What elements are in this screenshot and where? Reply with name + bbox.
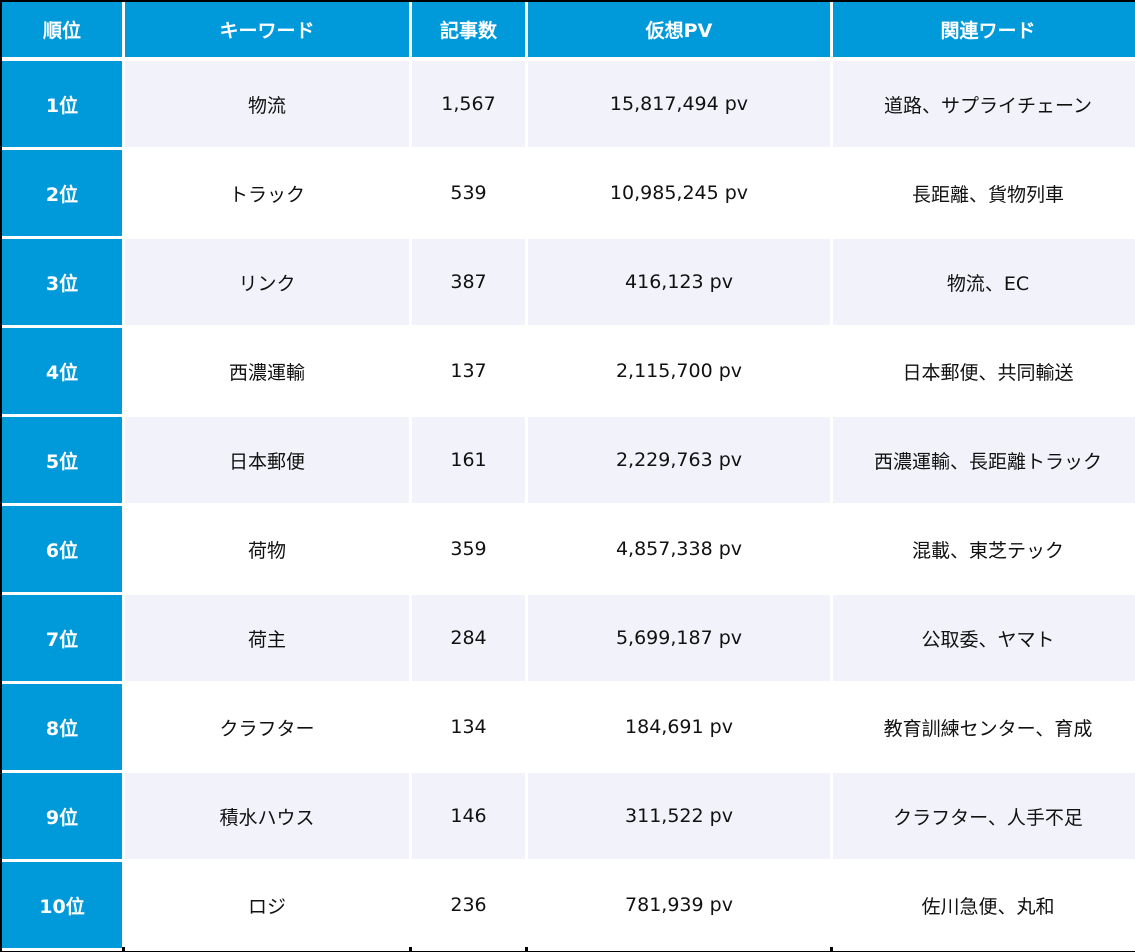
virtual-pv-cell: 15,817,494 pv <box>528 61 830 150</box>
keyword-cell: 荷物 <box>125 506 409 595</box>
article-count-cell: 236 <box>412 862 525 951</box>
article-count-cell: 146 <box>412 773 525 862</box>
virtual-pv-cell: 311,522 pv <box>528 773 830 862</box>
table-row: 9位 積水ハウス 146 311,522 pv クラフター、人手不足 <box>2 773 1135 862</box>
article-count-cell: 359 <box>412 506 525 595</box>
related-words-cell: 混載、東芝テック <box>833 506 1135 595</box>
virtual-pv-cell: 10,985,245 pv <box>528 150 830 239</box>
header-keyword: キーワード <box>125 2 409 61</box>
article-count-cell: 161 <box>412 417 525 506</box>
virtual-pv-cell: 2,229,763 pv <box>528 417 830 506</box>
related-words-cell: 西濃運輸、長距離トラック <box>833 417 1135 506</box>
table-row: 5位 日本郵便 161 2,229,763 pv 西濃運輸、長距離トラック <box>2 417 1135 506</box>
keyword-cell: ロジ <box>125 862 409 951</box>
keyword-cell: リンク <box>125 239 409 328</box>
rank-cell: 8位 <box>2 684 122 773</box>
related-words-cell: クラフター、人手不足 <box>833 773 1135 862</box>
related-words-cell: 道路、サプライチェーン <box>833 61 1135 150</box>
related-words-cell: 教育訓練センター、育成 <box>833 684 1135 773</box>
rank-cell: 10位 <box>2 862 122 951</box>
keyword-cell: 西濃運輸 <box>125 328 409 417</box>
rank-cell: 6位 <box>2 506 122 595</box>
article-count-cell: 539 <box>412 150 525 239</box>
table-row: 1位 物流 1,567 15,817,494 pv 道路、サプライチェーン <box>2 61 1135 150</box>
table-row: 6位 荷物 359 4,857,338 pv 混載、東芝テック <box>2 506 1135 595</box>
rank-cell: 4位 <box>2 328 122 417</box>
table-row: 3位 リンク 387 416,123 pv 物流、EC <box>2 239 1135 328</box>
header-related-words: 関連ワード <box>833 2 1135 61</box>
article-count-cell: 284 <box>412 595 525 684</box>
virtual-pv-cell: 5,699,187 pv <box>528 595 830 684</box>
rank-cell: 2位 <box>2 150 122 239</box>
keyword-cell: 物流 <box>125 61 409 150</box>
table-row: 10位 ロジ 236 781,939 pv 佐川急便、丸和 <box>2 862 1135 951</box>
virtual-pv-cell: 184,691 pv <box>528 684 830 773</box>
virtual-pv-cell: 416,123 pv <box>528 239 830 328</box>
article-count-cell: 137 <box>412 328 525 417</box>
table-row: 8位 クラフター 134 184,691 pv 教育訓練センター、育成 <box>2 684 1135 773</box>
rank-cell: 9位 <box>2 773 122 862</box>
rank-cell: 1位 <box>2 61 122 150</box>
article-count-cell: 1,567 <box>412 61 525 150</box>
virtual-pv-cell: 781,939 pv <box>528 862 830 951</box>
related-words-cell: 佐川急便、丸和 <box>833 862 1135 951</box>
virtual-pv-cell: 4,857,338 pv <box>528 506 830 595</box>
article-count-cell: 387 <box>412 239 525 328</box>
virtual-pv-cell: 2,115,700 pv <box>528 328 830 417</box>
table-row: 4位 西濃運輸 137 2,115,700 pv 日本郵便、共同輸送 <box>2 328 1135 417</box>
table-row: 2位 トラック 539 10,985,245 pv 長距離、貨物列車 <box>2 150 1135 239</box>
header-article-count: 記事数 <box>412 2 525 61</box>
rank-cell: 5位 <box>2 417 122 506</box>
related-words-cell: 物流、EC <box>833 239 1135 328</box>
table-row: 7位 荷主 284 5,699,187 pv 公取委、ヤマト <box>2 595 1135 684</box>
header-row: 順位 キーワード 記事数 仮想PV 関連ワード <box>2 2 1135 61</box>
related-words-cell: 長距離、貨物列車 <box>833 150 1135 239</box>
header-virtual-pv: 仮想PV <box>528 2 830 61</box>
keyword-cell: トラック <box>125 150 409 239</box>
keyword-cell: クラフター <box>125 684 409 773</box>
article-count-cell: 134 <box>412 684 525 773</box>
header-rank: 順位 <box>2 2 122 61</box>
keyword-cell: 荷主 <box>125 595 409 684</box>
related-words-cell: 公取委、ヤマト <box>833 595 1135 684</box>
rank-cell: 3位 <box>2 239 122 328</box>
rank-cell: 7位 <box>2 595 122 684</box>
keyword-cell: 積水ハウス <box>125 773 409 862</box>
related-words-cell: 日本郵便、共同輸送 <box>833 328 1135 417</box>
keyword-cell: 日本郵便 <box>125 417 409 506</box>
